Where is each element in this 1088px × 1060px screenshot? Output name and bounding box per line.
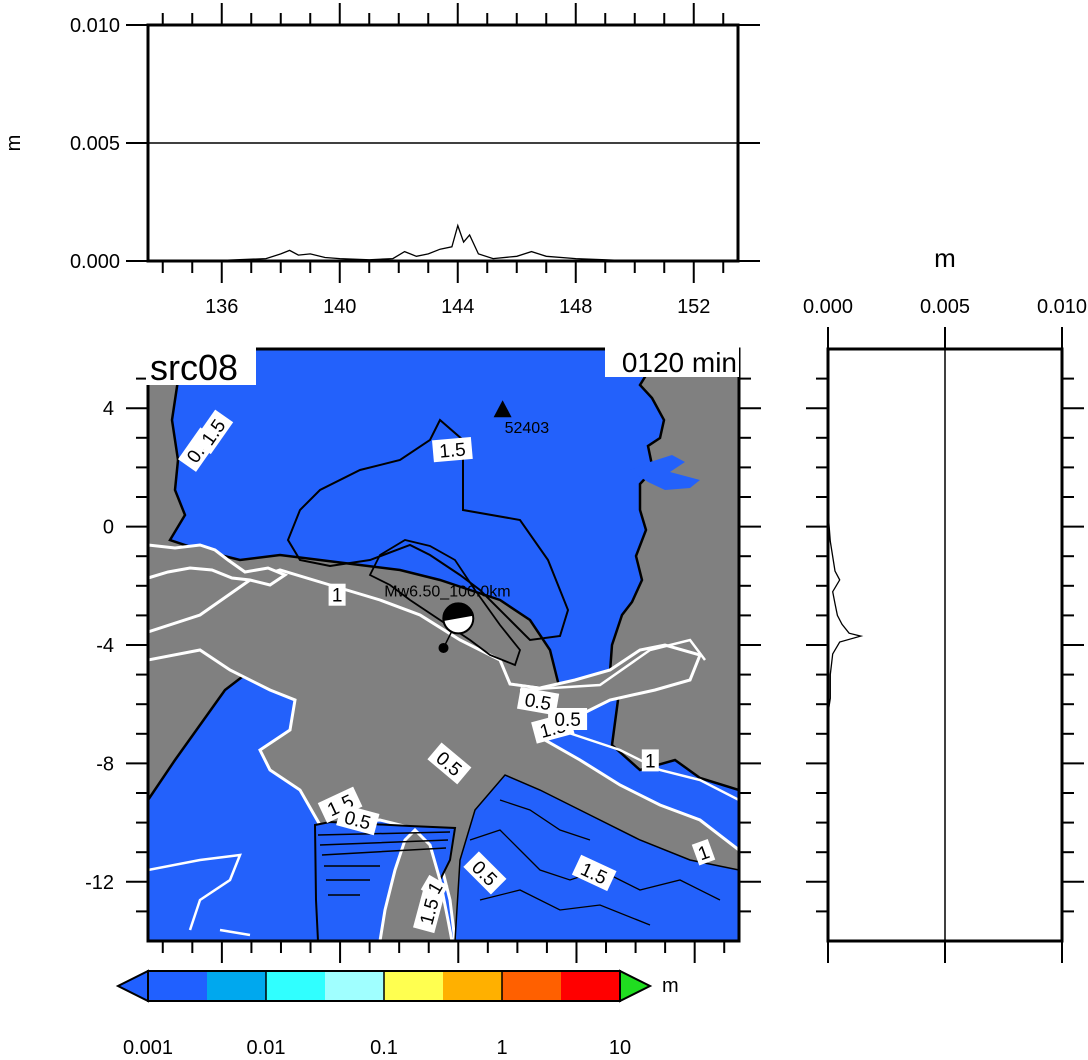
colorbar-tick-label: 1 [496,1037,507,1059]
map-y-tick-label: 4 [103,398,114,420]
time-box [605,347,739,377]
right-x-tick-label: 0.005 [920,296,970,318]
contour-label-text: 0.5 [523,690,553,715]
map-y-tick-labels: 4 0 -4 -8 -12 [85,398,114,894]
contour-label: 0.5 [548,708,588,731]
contour-label: 1.5 [413,889,445,934]
top-panel-ticks [126,3,760,283]
right-panel: 0.000 0.005 0.010 m [803,243,1087,963]
map-panel: 40-4-8-12 0.51.51.510.51.50.510.51.50.50… [85,347,761,963]
colorbar-over-arrow [619,969,653,1003]
right-x-tick-label: 0.010 [1037,296,1087,318]
top-x-tick-label: 152 [677,296,710,318]
top-x-tick-label: 148 [559,296,592,318]
ocean-coral-sea [454,774,739,941]
colorbar-segment [502,971,562,1001]
colorbar: 0.001 0.01 0.1 1 10 m [115,969,679,1059]
contour-label-text: 1 [645,751,656,772]
contour-label-text: 1.5 [438,439,466,462]
colorbar-tick-labels: 0.001 0.01 0.1 1 10 [123,971,631,1059]
top-ylabel: m [3,135,25,152]
ocean-patch-east [630,455,700,490]
contour-label-text: 1 [332,586,343,607]
colorbar-under-arrow [115,969,149,1003]
map-title: src08 [150,347,238,388]
station-marker: 52403 [493,400,550,437]
beachball-icon [442,602,475,635]
map-ticks [126,377,761,963]
time-label: 0120 min [622,347,737,378]
colorbar-segment [325,971,385,1001]
colorbar-tick-label: 0.01 [247,1037,286,1059]
top-y-tick-label: 0.000 [70,251,120,273]
colorbar-tick-label: 0.1 [370,1037,398,1059]
colorbar-tick-label: 10 [609,1037,631,1059]
station-label: 52403 [505,420,550,437]
top-series-line [177,223,724,262]
top-x-tick-labels: 136 140 144 148 152 [205,296,710,318]
colorbar-segment [207,971,267,1001]
colorbar-segments [148,971,621,1001]
coast-australia [148,853,251,937]
contour-1 [368,539,522,667]
map-y-tick-label: -4 [96,635,114,657]
station-triangle-icon [493,400,512,418]
epicenter-dot-icon [438,642,449,653]
top-y-tick-label: 0.010 [70,15,120,37]
right-x-tick-labels: 0.000 0.005 0.010 [803,296,1087,318]
top-x-tick-label: 144 [441,296,474,318]
contour-label: 1.5 [432,436,473,463]
top-y-tick-labels: 0.000 0.005 0.010 [70,15,120,273]
colorbar-tick-label: 0.001 [123,1037,173,1059]
epicenter-marker: Mw6.50_100.0km [384,583,511,653]
colorbar-segment [561,971,621,1001]
contour-label: 1 [691,838,716,866]
contour-label: 1 [328,583,346,607]
right-xlabel: m [934,243,956,273]
colorbar-segment [148,971,208,1001]
map-y-tick-label: 0 [103,517,114,539]
colorbar-segment [266,971,326,1001]
contour-coral-inner [469,799,721,926]
contour-gulf-inner [317,831,451,896]
right-panel-ticks [806,327,1084,963]
land-new-britain-coast [519,638,739,802]
right-x-tick-label: 0.000 [803,296,853,318]
contour-1-5 [286,418,570,642]
map-y-tick-label: -8 [96,753,114,775]
colorbar-unit: m [662,975,679,997]
right-series-line [827,511,864,714]
colorbar-segment [384,971,444,1001]
colorbar-segment [443,971,503,1001]
top-panel: 0.000 0.005 0.010 136 140 144 148 152 m [3,3,760,318]
epicenter-label: Mw6.50_100.0km [384,583,510,600]
top-x-tick-label: 140 [323,296,356,318]
top-y-tick-label: 0.005 [70,133,120,155]
contour-label-text: 0.5 [554,710,580,731]
map-y-tick-label: -12 [85,872,114,894]
top-x-tick-label: 136 [205,296,238,318]
land-islands-west [148,543,289,587]
title-box [146,347,256,385]
contour-label: 1 [641,749,659,772]
